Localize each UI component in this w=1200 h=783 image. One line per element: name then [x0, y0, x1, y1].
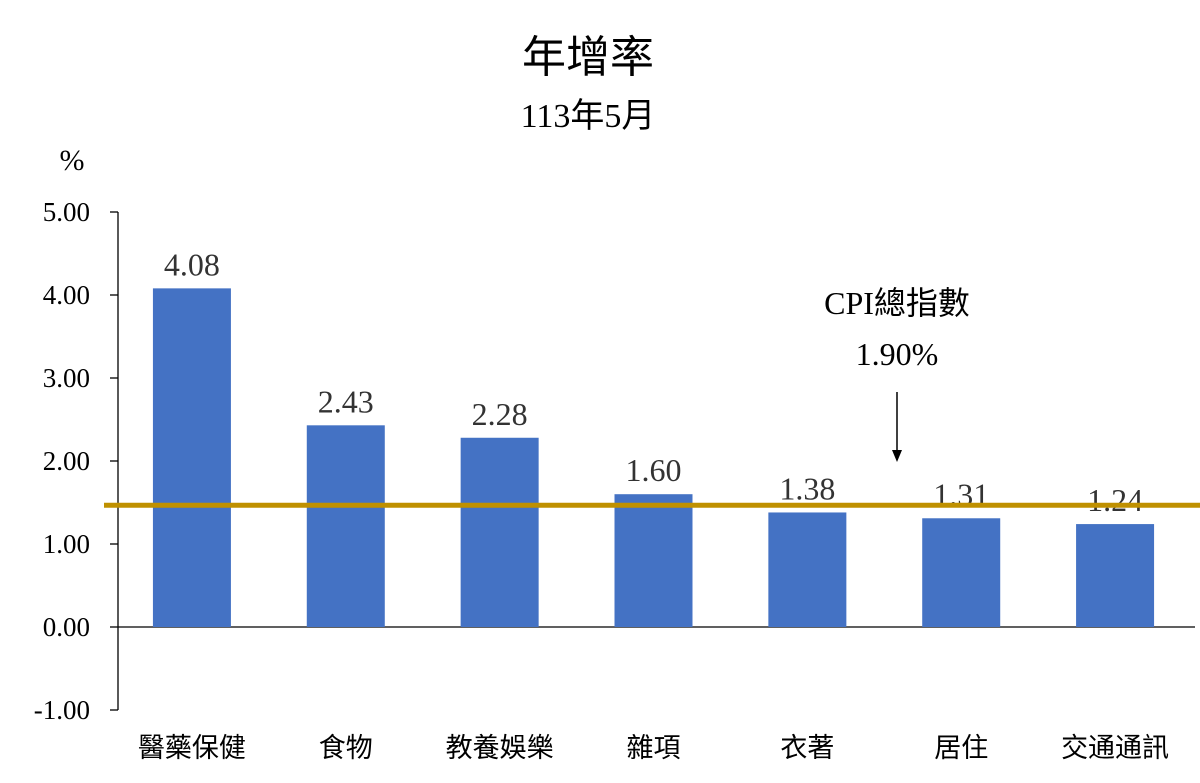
y-tick-label: 2.00 [43, 446, 90, 476]
category-label-3: 教養娛樂 [446, 733, 554, 763]
y-tick-label: 0.00 [43, 612, 90, 642]
category-label-2: 食物 [319, 733, 373, 763]
bar-7 [1076, 524, 1155, 627]
bar-2 [306, 425, 385, 627]
data-label-7: 1.24 [1087, 482, 1143, 518]
category-label-5: 衣著 [780, 733, 834, 763]
category-label-4: 雜項 [627, 733, 681, 763]
bar-6 [922, 518, 1001, 627]
y-tick-label: 3.00 [43, 363, 90, 393]
y-tick-label: 5.00 [43, 197, 90, 227]
bar-4 [614, 494, 693, 627]
y-axis-unit: % [60, 144, 85, 177]
data-label-3: 2.28 [472, 396, 528, 432]
data-label-2: 2.43 [318, 383, 374, 419]
bar-3 [460, 437, 539, 627]
bar-1 [152, 288, 231, 627]
y-tick-label: 4.00 [43, 280, 90, 310]
y-tick-label: -1.00 [34, 695, 90, 725]
reference-line-name: CPI總指數 [824, 285, 970, 321]
chart-subtitle: 113年5月 [521, 97, 656, 135]
data-label-4: 1.60 [626, 452, 682, 488]
reference-line-group: CPI總指數 1.90% [104, 285, 1200, 508]
reference-line-value: 1.90% [856, 336, 939, 372]
y-tick-label: 1.00 [43, 529, 90, 559]
reference-arrow-head [892, 450, 902, 462]
data-label-1: 4.08 [164, 246, 220, 282]
bar-5 [768, 512, 847, 627]
chart-title: 年增率 [522, 33, 654, 82]
bars: 4.08醫藥保健2.43食物2.28教養娛樂1.60雜項1.38衣著1.31居住… [138, 246, 1169, 763]
category-label-1: 醫藥保健 [138, 733, 246, 763]
category-label-6: 居住 [934, 733, 988, 763]
data-label-5: 1.38 [779, 470, 835, 506]
category-label-7: 交通通訊 [1061, 733, 1169, 763]
